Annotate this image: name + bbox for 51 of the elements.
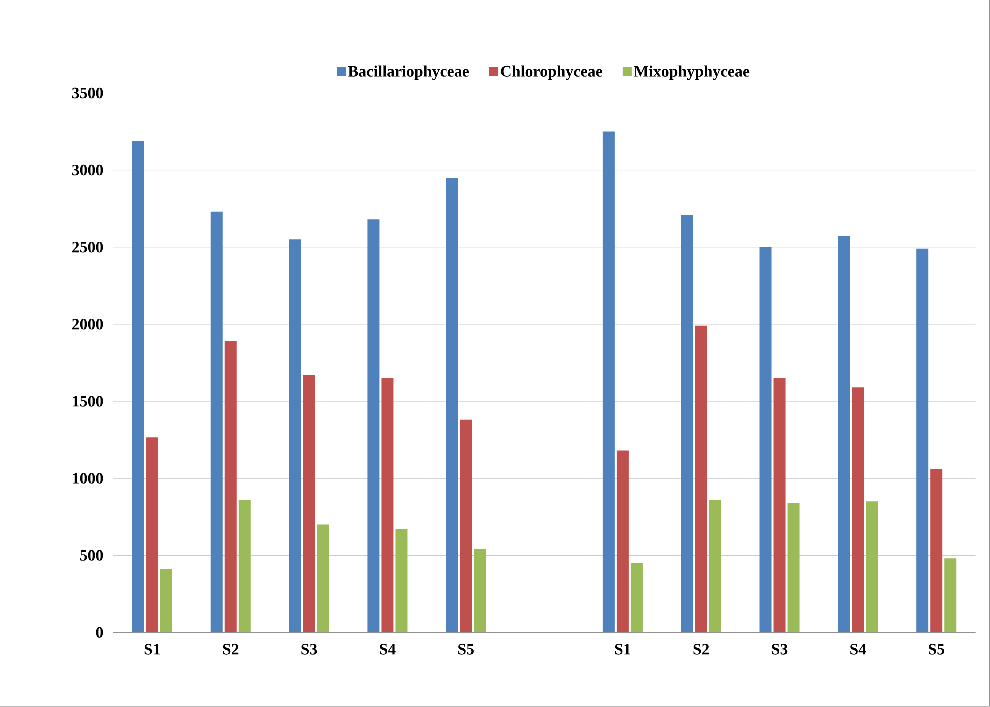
bar	[238, 500, 251, 633]
bar	[289, 240, 302, 633]
y-tick-label: 3000	[72, 165, 104, 176]
x-tick-label: S1	[615, 644, 631, 655]
x-tick-label: S2	[223, 644, 239, 655]
bar	[224, 341, 237, 633]
bar	[760, 247, 772, 633]
bar	[852, 388, 864, 633]
x-tick-label: S5	[929, 644, 944, 655]
bar	[460, 420, 472, 633]
bar	[681, 215, 694, 633]
bar	[788, 503, 800, 633]
bar	[303, 375, 316, 633]
x-tick-label: S1	[144, 644, 160, 655]
legend-label: Bacillariophyceae	[348, 66, 470, 80]
x-tick-label: S5	[458, 644, 474, 655]
bar	[774, 378, 786, 633]
x-tick-label: S4	[850, 644, 866, 655]
y-tick-label: 1000	[73, 473, 104, 484]
y-tick-label: 500	[80, 550, 104, 561]
bar	[616, 450, 629, 633]
bar	[630, 563, 643, 633]
bar	[602, 132, 615, 633]
bar	[709, 500, 722, 633]
bar	[838, 236, 850, 633]
y-tick-label: 3500	[72, 88, 104, 99]
bar	[317, 524, 330, 633]
bar	[132, 141, 144, 633]
bar	[474, 549, 486, 633]
y-tick-label: 2500	[72, 242, 104, 253]
legend-label: Chlorophyceae	[501, 66, 603, 80]
x-tick-label: S3	[302, 644, 318, 655]
bar	[146, 438, 158, 633]
bar	[866, 502, 878, 633]
bar	[446, 178, 458, 633]
x-tick-label: S2	[694, 644, 710, 655]
bar	[695, 326, 708, 633]
y-tick-label: 0	[96, 627, 104, 638]
bar	[210, 212, 223, 633]
x-tick-label: S3	[772, 644, 788, 655]
bar	[160, 569, 172, 633]
bar	[368, 220, 380, 633]
y-tick-label: 2000	[72, 319, 104, 330]
x-tick-label: S4	[380, 644, 396, 655]
legend-label: Mixophyphyceae	[634, 66, 750, 80]
bar	[396, 529, 408, 633]
bar	[930, 469, 943, 633]
bar	[916, 248, 929, 633]
bar	[382, 378, 394, 633]
bar	[944, 558, 957, 633]
y-tick-label: 1500	[73, 396, 104, 407]
